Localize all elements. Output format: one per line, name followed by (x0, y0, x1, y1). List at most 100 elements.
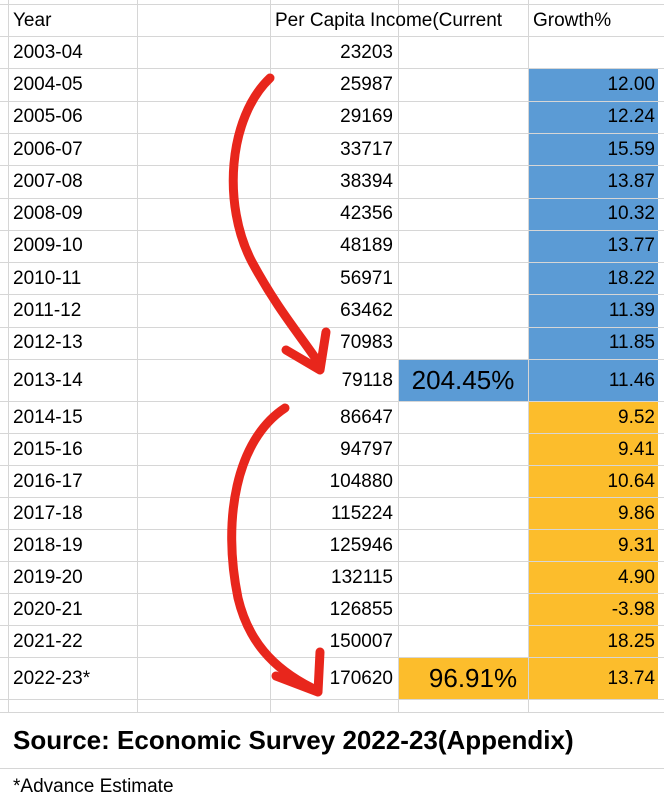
income-cell: 86647 (340, 406, 393, 428)
fill-orange (528, 401, 658, 699)
growth-cell: 12.24 (607, 106, 655, 128)
growth-cell: 18.22 (607, 267, 655, 289)
footnote: *Advance Estimate (13, 775, 174, 797)
grid-line (0, 132, 664, 134)
grid-line (0, 529, 664, 530)
growth-cell: 9.31 (618, 534, 655, 556)
grid-line (137, 0, 138, 712)
year-cell: 2004-05 (13, 73, 83, 95)
grid-line (0, 561, 664, 562)
year-cell: 2009-10 (13, 235, 83, 257)
year-cell: 2007-08 (13, 170, 83, 192)
year-cell: 2010-11 (13, 267, 82, 289)
income-cell: 132115 (331, 566, 393, 588)
growth-cell: 4.90 (618, 566, 655, 588)
grid-line (0, 262, 664, 264)
year-cell: 2020-21 (13, 598, 83, 620)
year-cell: 2018-19 (13, 534, 83, 556)
income-cell: 42356 (340, 203, 393, 225)
year-cell: 2005-06 (13, 106, 83, 128)
growth-cell: 12.00 (607, 73, 655, 95)
growth-cell: 11.46 (608, 369, 655, 391)
grid-line (0, 165, 664, 167)
year-cell: 2015-16 (13, 438, 83, 460)
year-cell: 2003-04 (13, 41, 83, 63)
year-cell: 2013-14 (13, 369, 83, 391)
income-cell: 63462 (340, 300, 393, 322)
grid-line (0, 197, 664, 199)
grid-line (528, 0, 529, 712)
header-cell: Year (13, 9, 52, 31)
income-cell: 33717 (340, 138, 393, 160)
income-cell: 150007 (329, 630, 393, 652)
fill-orange (398, 657, 528, 699)
growth-cell: 10.64 (607, 470, 655, 492)
grid-line (0, 433, 664, 434)
grid-line (0, 699, 664, 700)
annotation: 96.91% (428, 663, 518, 693)
year-cell: 2008-09 (13, 203, 83, 225)
income-cell: 79118 (341, 369, 393, 391)
grid-line (0, 768, 664, 769)
grid-line (0, 68, 664, 70)
header-cell: Growth% (533, 9, 612, 31)
growth-cell: 13.74 (607, 667, 655, 689)
grid-line (0, 657, 664, 658)
grid-line (0, 401, 664, 402)
year-cell: 2019-20 (13, 566, 83, 588)
year-cell: 2022-23* (13, 667, 91, 689)
grid-line (0, 294, 664, 296)
income-cell: 70983 (340, 332, 393, 354)
header-cell: Per Capita Income(Current (275, 9, 503, 31)
income-cell: 125946 (329, 534, 393, 556)
grid-line (0, 100, 664, 102)
grid-line (398, 0, 399, 712)
year-cell: 2021-22 (13, 630, 83, 652)
year-cell: 2006-07 (13, 138, 83, 160)
fill-blue (398, 359, 528, 401)
grid-line (0, 593, 664, 594)
grid-line (0, 497, 664, 498)
growth-cell: 13.77 (607, 235, 655, 257)
growth-cell: 18.25 (607, 630, 655, 652)
growth-cell: 11.85 (608, 332, 655, 354)
growth-cell: 13.87 (607, 170, 655, 192)
income-cell: 170620 (329, 667, 393, 689)
grid-line (0, 326, 664, 328)
source: Source: Economic Survey 2022-23(Appendix… (13, 725, 574, 755)
growth-cell: 9.86 (618, 502, 655, 524)
year-cell: 2012-13 (13, 332, 83, 354)
grid-line (0, 712, 664, 713)
year-cell: 2011-12 (13, 300, 82, 322)
income-cell: 48189 (340, 235, 393, 257)
income-cell: 25987 (340, 73, 393, 95)
fill-blue (528, 68, 658, 401)
year-cell: 2014-15 (13, 406, 83, 428)
income-cell: 94797 (340, 438, 393, 460)
grid-line (0, 625, 664, 626)
grid-line (0, 229, 664, 231)
income-cell: 56971 (340, 267, 393, 289)
grid-line (0, 359, 664, 360)
growth-cell: 10.32 (607, 203, 655, 225)
grid-line (0, 4, 664, 5)
annotation: 204.45% (411, 365, 515, 395)
growth-cell: 11.39 (608, 300, 655, 322)
grid-line (8, 0, 9, 712)
growth-cell: -3.98 (611, 598, 655, 620)
income-cell: 38394 (340, 170, 393, 192)
income-cell: 23203 (340, 41, 393, 63)
year-cell: 2017-18 (13, 502, 83, 524)
grid-line (0, 465, 664, 466)
income-cell: 115224 (331, 502, 393, 524)
income-cell: 126855 (329, 598, 393, 620)
growth-cell: 9.41 (618, 438, 655, 460)
grid-line (0, 36, 664, 37)
income-cell: 104880 (329, 470, 393, 492)
growth-cell: 15.59 (607, 138, 655, 160)
income-cell: 29169 (340, 106, 393, 128)
growth-cell: 9.52 (618, 406, 655, 428)
year-cell: 2016-17 (13, 470, 83, 492)
